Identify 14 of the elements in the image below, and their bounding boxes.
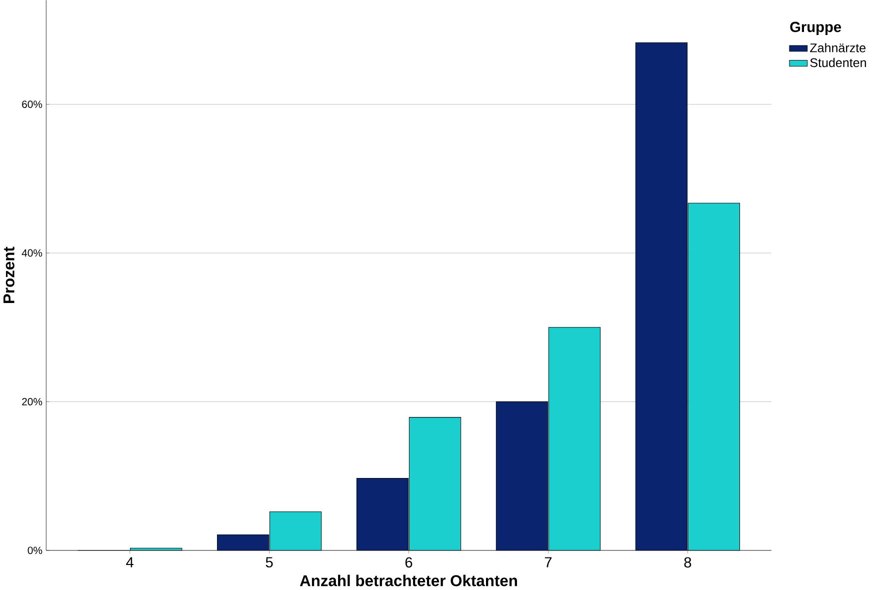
- legend-label: Studenten: [810, 58, 866, 68]
- y-axis-title: Prozent: [3, 246, 14, 304]
- legend-title: Gruppe: [790, 22, 842, 36]
- x-tick-label: 8: [684, 557, 692, 568]
- x-axis-title: Anzahl betrachteter Oktanten: [300, 574, 517, 586]
- y-tick-label: 40%: [22, 249, 42, 257]
- y-tick-label: 20%: [22, 398, 42, 406]
- y-tick-label: 60%: [22, 100, 42, 108]
- x-tick-label: 6: [405, 557, 412, 568]
- x-tick-label: 7: [544, 557, 552, 568]
- legend-label: Zahnärzte: [810, 43, 866, 52]
- y-tick-label: 0%: [28, 546, 42, 554]
- x-tick-label: 4: [126, 557, 134, 568]
- x-tick-label: 5: [266, 557, 273, 568]
